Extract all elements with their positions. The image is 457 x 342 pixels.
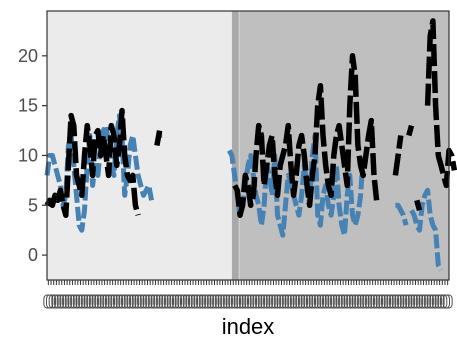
series-layer xyxy=(44,18,457,272)
panel-border xyxy=(46,10,450,281)
vertical-band xyxy=(231,11,239,280)
y-tick-label: 15 xyxy=(18,96,38,116)
y-tick-label: 5 xyxy=(28,195,38,215)
y-tick-label: 20 xyxy=(18,46,38,66)
y-tick-label: 0 xyxy=(28,245,38,265)
y-axis: 0 5 10 15 20 xyxy=(18,46,47,265)
y-tick-label: 10 xyxy=(18,145,38,165)
background-region-1 xyxy=(47,11,235,280)
series-2-line xyxy=(44,18,457,218)
x-tick-label-overlap xyxy=(442,294,453,309)
x-axis xyxy=(43,280,453,309)
x-axis-title: index xyxy=(222,314,275,339)
panel-background xyxy=(47,11,449,280)
